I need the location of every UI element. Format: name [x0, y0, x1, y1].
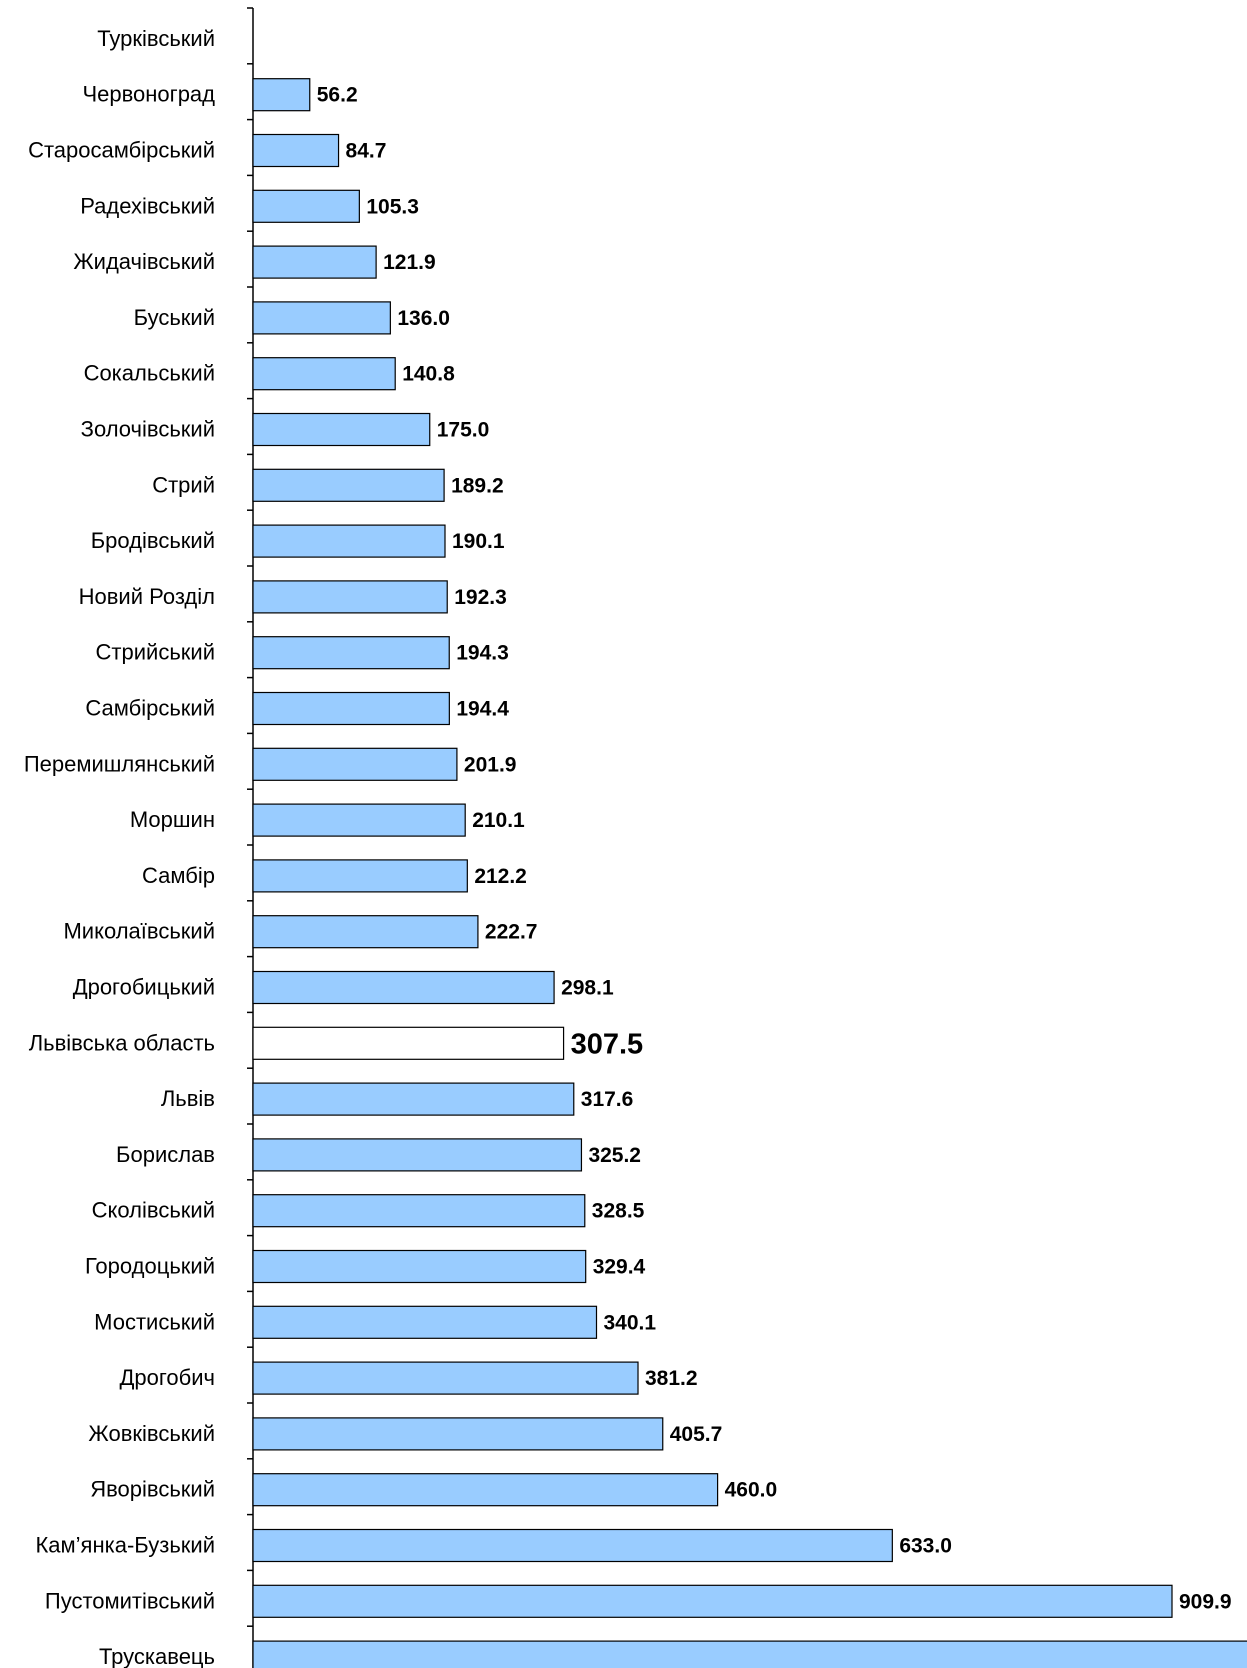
- value-label: 212.2: [474, 865, 527, 888]
- category-label: Турківський: [97, 26, 215, 51]
- category-label: Городоцький: [85, 1254, 215, 1279]
- category-label: Дрогобицький: [73, 975, 215, 1000]
- bar: [252, 1640, 1247, 1668]
- category-label: Самбір: [142, 863, 215, 888]
- category-label: Новий Розділ: [79, 584, 215, 609]
- category-label: Стрий: [152, 472, 215, 497]
- value-label: 307.5: [571, 1028, 644, 1060]
- labels: Турківський Червоноград 56.2 Старосамбірськ…: [24, 26, 1232, 1668]
- bar: [252, 1528, 893, 1563]
- bar: [252, 189, 360, 223]
- value-label: 201.9: [464, 753, 517, 776]
- bar: [252, 747, 458, 781]
- bar: [252, 78, 311, 112]
- category-label: Сколівський: [92, 1198, 215, 1223]
- value-label: 190.1: [452, 530, 505, 553]
- category-label: Стрийський: [96, 640, 215, 665]
- value-label: 909.9: [1179, 1590, 1232, 1613]
- bar: [252, 970, 555, 1005]
- category-label: Львів: [161, 1086, 215, 1111]
- category-axis: [247, 7, 254, 1668]
- value-label: 381.2: [645, 1367, 698, 1390]
- bar: [252, 357, 396, 391]
- value-label: 189.2: [451, 474, 504, 497]
- bar: [252, 580, 448, 614]
- value-label: 105.3: [366, 195, 419, 218]
- value-label: 329.4: [593, 1256, 646, 1279]
- value-label: 56.2: [317, 84, 358, 107]
- category-label: Трускавець: [99, 1644, 215, 1668]
- bar: [252, 301, 391, 335]
- category-label: Перемишлянський: [24, 751, 215, 776]
- bar: [252, 636, 450, 670]
- bar: [252, 245, 377, 279]
- value-label: 325.2: [588, 1144, 641, 1167]
- category-label: Моршин: [130, 807, 215, 832]
- value-label: 222.7: [485, 921, 538, 944]
- bar: [252, 1249, 587, 1284]
- value-label: 210.1: [472, 809, 525, 832]
- category-label: Дрогобич: [120, 1365, 216, 1390]
- category-label: Золочівський: [81, 417, 215, 442]
- bar: [252, 524, 446, 558]
- category-label: Львівська область: [29, 1030, 215, 1055]
- value-label: 460.0: [725, 1479, 778, 1502]
- value-label: 121.9: [383, 251, 436, 274]
- bar: [252, 915, 479, 949]
- bar: [252, 1417, 664, 1451]
- category-label: Пустомитівський: [45, 1588, 215, 1613]
- bar: [252, 803, 466, 837]
- bar: [252, 859, 468, 893]
- value-label: 340.1: [604, 1311, 657, 1334]
- bar: [252, 133, 340, 168]
- bar: [252, 1082, 575, 1116]
- value-label: 405.7: [670, 1423, 723, 1446]
- value-label: 136.0: [397, 307, 450, 330]
- bar-highlight: [252, 1026, 565, 1060]
- value-label: 194.4: [456, 698, 509, 721]
- category-label: Мостиський: [94, 1309, 215, 1334]
- bar: [252, 1194, 586, 1228]
- category-label: Червоноград: [82, 82, 215, 107]
- value-label: 298.1: [561, 977, 614, 1000]
- bar: [252, 1473, 719, 1507]
- category-label: Радехівський: [80, 193, 215, 218]
- value-label: 633.0: [899, 1535, 952, 1558]
- bar: [252, 412, 431, 447]
- value-label: 192.3: [454, 586, 507, 609]
- bar: [252, 1584, 1173, 1618]
- bar: [252, 1361, 639, 1395]
- category-label: Миколаївський: [63, 919, 215, 944]
- category-label: Буський: [134, 305, 215, 330]
- bar: [252, 1305, 598, 1339]
- category-label: Борислав: [116, 1142, 215, 1167]
- value-label: 140.8: [402, 363, 455, 386]
- bar: [252, 691, 450, 726]
- value-label: 175.0: [437, 419, 490, 442]
- category-label: Жидачівський: [73, 249, 215, 274]
- category-label: Бродівський: [91, 528, 215, 553]
- category-label: Яворівський: [90, 1477, 215, 1502]
- value-label: 317.6: [581, 1088, 634, 1111]
- value-label: 328.5: [592, 1200, 645, 1223]
- bar: [252, 1138, 583, 1172]
- value-label: 84.7: [346, 140, 387, 163]
- category-label: Сокальський: [84, 361, 215, 386]
- category-label: Жовківський: [88, 1421, 215, 1446]
- bars: [252, 78, 1247, 1668]
- value-label: 194.3: [456, 642, 509, 665]
- category-label: Самбірський: [85, 696, 215, 721]
- category-label: Кам’янка-Бузький: [35, 1533, 215, 1558]
- category-label: Старосамбірський: [28, 138, 215, 163]
- bar: [252, 468, 445, 502]
